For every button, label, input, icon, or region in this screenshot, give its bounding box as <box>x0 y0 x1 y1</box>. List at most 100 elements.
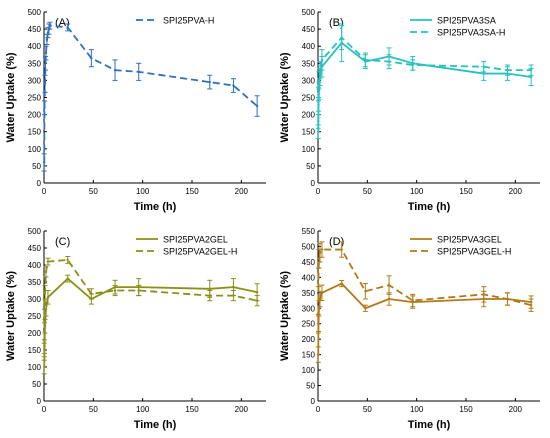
data-point <box>411 63 414 67</box>
data-point <box>364 307 367 310</box>
panel-label: (C) <box>55 236 70 248</box>
data-point <box>340 36 343 39</box>
legend-label: SPI25PVA3GEL <box>437 235 502 245</box>
data-point <box>387 283 391 287</box>
data-point <box>43 348 46 352</box>
legend-label: SPI25PVA-H <box>163 16 214 26</box>
data-point <box>66 258 69 262</box>
series-line <box>317 248 532 324</box>
data-point <box>320 291 324 295</box>
x-tick-label: 150 <box>185 187 199 196</box>
y-tick-label: 50 <box>306 162 315 171</box>
data-point <box>43 291 47 294</box>
y-tick-label: 150 <box>302 128 316 137</box>
y-tick-label: 300 <box>302 304 316 313</box>
data-point <box>45 38 49 41</box>
x-axis-title: Time (h) <box>134 201 177 213</box>
x-tick-label: 0 <box>42 187 47 196</box>
x-tick-label: 200 <box>509 405 523 414</box>
data-point <box>387 60 391 63</box>
data-point <box>529 303 533 307</box>
y-tick-label: 0 <box>37 397 42 406</box>
data-point <box>317 79 321 82</box>
y-tick-label: 150 <box>28 346 42 355</box>
y-tick-label: 450 <box>28 25 42 34</box>
data-point <box>43 106 46 109</box>
y-tick-label: 500 <box>302 8 316 17</box>
y-tick-label: 450 <box>302 25 316 34</box>
data-point <box>529 68 533 72</box>
y-tick-label: 450 <box>302 258 316 267</box>
x-tick-label: 50 <box>89 187 98 196</box>
data-point <box>46 296 50 299</box>
y-tick-label: 150 <box>28 128 42 137</box>
x-tick-label: 0 <box>316 405 321 414</box>
data-point <box>317 322 320 325</box>
data-point <box>482 72 485 75</box>
x-tick-label: 200 <box>509 187 523 196</box>
x-axis-title: Time (h) <box>408 201 451 213</box>
legend-label: SPI25PVA3GEL-H <box>437 247 511 257</box>
x-tick-label: 100 <box>136 187 150 196</box>
series-2: SPI25PVA3SA-H <box>315 25 534 129</box>
data-point <box>137 70 140 74</box>
y-tick-label: 50 <box>32 162 41 171</box>
data-point <box>255 299 259 302</box>
x-tick-label: 100 <box>410 187 424 196</box>
data-point <box>506 297 509 301</box>
data-point <box>137 289 140 292</box>
y-axis-title: Water Uptake (%) <box>5 52 17 142</box>
series-line <box>317 282 532 355</box>
y-tick-label: 250 <box>302 320 316 329</box>
data-point <box>482 65 485 68</box>
legend-label: SPI25PVA3SA <box>437 16 496 26</box>
data-point <box>46 260 50 263</box>
y-axis-title: Water Uptake (%) <box>5 271 17 361</box>
data-point <box>90 292 93 296</box>
data-point <box>43 161 46 164</box>
y-tick-label: 250 <box>28 312 42 321</box>
data-point <box>340 248 343 251</box>
series-line <box>43 24 258 163</box>
data-point <box>320 58 324 62</box>
data-point <box>66 26 69 29</box>
panel-c: 0 50 100 150 200 250 300 350 400 450 500 0 50 100 150 2… <box>5 227 266 431</box>
data-point <box>43 365 46 369</box>
data-point <box>48 24 52 27</box>
data-point <box>43 314 46 318</box>
panel-label: (D) <box>329 236 344 248</box>
legend-label: SPI25PVA3SA-H <box>437 28 505 38</box>
data-point <box>44 270 48 273</box>
data-point <box>317 276 320 279</box>
y-tick-label: 400 <box>28 42 42 51</box>
data-point <box>318 297 322 301</box>
data-point <box>113 68 117 72</box>
y-tick-label: 500 <box>28 227 42 236</box>
panel-d: 0 50 100 150 200 250 300 350 400 450 500 550 0 50 100 1… <box>279 227 540 431</box>
data-point <box>232 84 235 87</box>
y-tick-label: 500 <box>302 242 316 251</box>
data-point <box>364 58 367 62</box>
y-tick-label: 300 <box>28 76 42 85</box>
y-tick-label: 400 <box>28 261 42 270</box>
y-tick-label: 200 <box>302 111 316 120</box>
x-axis-title: Time (h) <box>408 419 451 431</box>
y-tick-label: 300 <box>302 76 316 85</box>
x-tick-label: 0 <box>42 405 47 414</box>
data-point <box>340 282 343 285</box>
data-point <box>208 294 211 297</box>
data-point <box>255 104 259 108</box>
data-point <box>208 287 211 290</box>
series-1: SPI25PVA-H <box>41 16 260 172</box>
legend-label: SPI25PVA2GEL <box>163 235 228 245</box>
data-point <box>113 289 117 292</box>
y-tick-label: 200 <box>28 329 42 338</box>
x-axis-title: Time (h) <box>134 419 177 431</box>
data-point <box>255 291 259 294</box>
legend-label: SPI25PVA2GEL-H <box>163 247 237 257</box>
data-point <box>364 290 367 293</box>
y-tick-label: 350 <box>28 278 42 287</box>
data-point <box>482 293 485 296</box>
y-axis-title: Water Uptake (%) <box>279 271 291 361</box>
